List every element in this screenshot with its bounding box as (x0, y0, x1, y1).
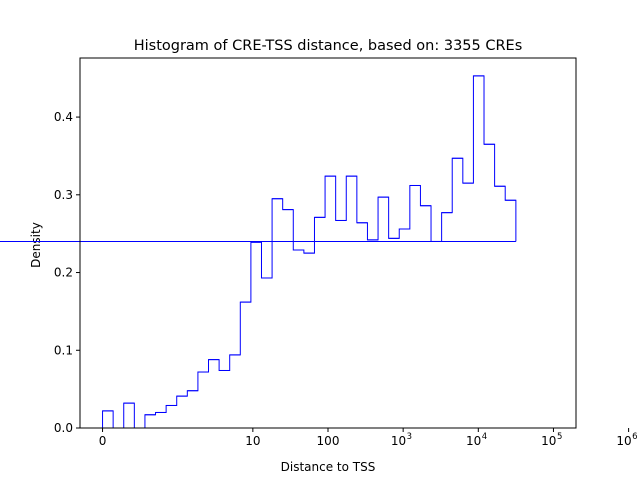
x-tick-label: 10 4 (466, 432, 487, 448)
chart-title: Histogram of CRE-TSS distance, based on:… (134, 38, 523, 54)
x-tick-label-base: 10 (616, 434, 631, 448)
x-tick-label: 0 (99, 434, 107, 448)
x-axis-ticks: 0 10 100 10 3 10 4 10 5 10 6 (99, 428, 638, 448)
y-tick-label: 0.3 (54, 188, 73, 202)
x-tick-label-exponent: 6 (632, 432, 637, 442)
y-tick-label: 0.4 (54, 110, 73, 124)
x-tick-label: 10 5 (541, 432, 562, 448)
x-tick-label-base: 10 (466, 434, 481, 448)
x-tick-label: 100 (317, 434, 340, 448)
y-axis-ticks: 0.0 0.1 0.2 0.3 0.4 (54, 110, 80, 435)
y-tick-label: 0.2 (54, 266, 73, 280)
x-tick-label-exponent: 4 (482, 432, 487, 442)
x-tick-label-exponent: 5 (557, 432, 562, 442)
histogram-bins (0, 75, 516, 429)
x-axis-label: Distance to TSS (281, 460, 376, 474)
histogram-outline (102, 75, 517, 429)
x-tick-label-base: 10 (541, 434, 556, 448)
y-tick-label: 0.1 (54, 343, 73, 357)
x-tick-label: 10 3 (391, 432, 412, 448)
x-tick-label-base: 10 (391, 434, 406, 448)
x-tick-label: 10 (245, 434, 260, 448)
x-tick-label: 10 6 (616, 432, 637, 448)
y-tick-label: 0.0 (54, 421, 73, 435)
plot-frame (79, 57, 577, 429)
y-axis-label: Density (29, 222, 43, 268)
x-tick-label-exponent: 3 (407, 432, 412, 442)
